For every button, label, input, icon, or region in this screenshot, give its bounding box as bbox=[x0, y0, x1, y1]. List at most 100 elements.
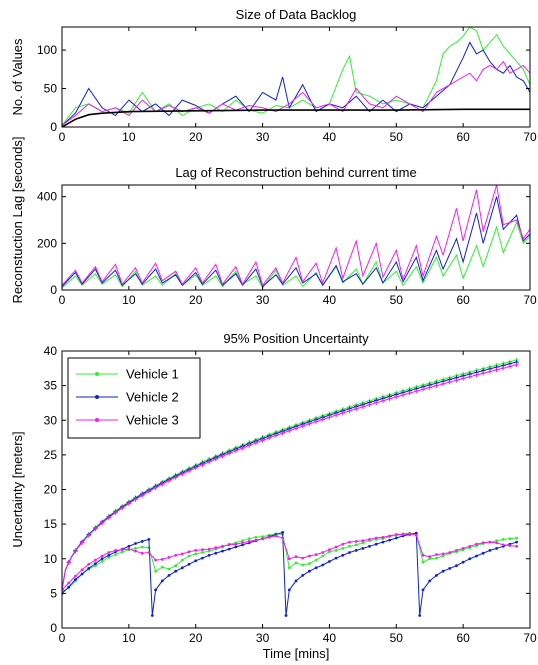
y-tick-label: 0 bbox=[50, 621, 57, 635]
legend-marker bbox=[95, 395, 99, 399]
series-point-vehicle3 bbox=[341, 542, 345, 546]
y-tick-label: 50 bbox=[44, 82, 58, 96]
series-point-vehicle1 bbox=[154, 569, 158, 573]
series-point-vehicle2 bbox=[488, 549, 492, 552]
series-line-vehicle1 bbox=[62, 220, 530, 289]
series-point-vehicle2 bbox=[94, 562, 97, 565]
series-point-vehicle1 bbox=[187, 554, 191, 558]
series-point-vehicle2 bbox=[221, 549, 224, 553]
upper-marker-vehicle3 bbox=[280, 430, 285, 436]
series-point-vehicle3 bbox=[408, 532, 412, 536]
series-point-vehicle3 bbox=[328, 548, 331, 552]
legend-marker bbox=[95, 418, 99, 422]
series-point-vehicle3 bbox=[247, 540, 251, 543]
y-tick-label: 200 bbox=[37, 236, 57, 250]
upper-marker-vehicle3 bbox=[360, 404, 366, 410]
series-point-vehicle2 bbox=[284, 614, 288, 617]
series-point-vehicle2 bbox=[301, 574, 305, 577]
upper-marker-vehicle3 bbox=[200, 462, 205, 468]
series-point-vehicle3 bbox=[495, 541, 498, 545]
series-point-vehicle1 bbox=[294, 561, 298, 565]
upper-marker-vehicle3 bbox=[173, 475, 178, 480]
upper-marker-vehicle3 bbox=[460, 376, 466, 381]
series-point-vehicle3 bbox=[194, 549, 198, 552]
upper-marker-vehicle3 bbox=[427, 385, 432, 390]
series-point-vehicle3 bbox=[254, 538, 258, 542]
series-point-vehicle1 bbox=[160, 565, 164, 569]
series-point-vehicle3 bbox=[515, 544, 518, 548]
series-point-vehicle1 bbox=[114, 553, 117, 556]
y-tick-label: 25 bbox=[44, 448, 58, 462]
series-point-vehicle1 bbox=[100, 560, 104, 563]
upper-marker-vehicle3 bbox=[400, 392, 406, 398]
series-point-vehicle1 bbox=[328, 550, 331, 554]
upper-marker-vehicle3 bbox=[106, 515, 111, 520]
y-tick-label: 15 bbox=[44, 517, 58, 531]
axes-frame bbox=[61, 184, 531, 291]
series-line-vehicle3 bbox=[62, 60, 530, 126]
legend: Vehicle 1 Vehicle 2 Vehicle 3 bbox=[67, 357, 201, 439]
series-point-vehicle3 bbox=[267, 535, 271, 539]
series-point-vehicle1 bbox=[421, 560, 425, 564]
series-point-vehicle3 bbox=[147, 551, 151, 554]
series-point-vehicle2 bbox=[421, 588, 425, 592]
series-point-vehicle3 bbox=[140, 551, 144, 555]
series-point-vehicle2 bbox=[461, 560, 465, 564]
x-tick-label: 40 bbox=[323, 631, 337, 645]
series-point-vehicle2 bbox=[394, 536, 398, 540]
series-point-vehicle3 bbox=[94, 558, 97, 562]
upper-marker-vehicle3 bbox=[233, 448, 239, 453]
series-point-vehicle2 bbox=[468, 557, 472, 561]
x-tick-label: 10 bbox=[122, 293, 136, 307]
upper-marker-vehicle3 bbox=[300, 423, 305, 429]
y-tick-label: 40 bbox=[44, 344, 58, 358]
series-point-vehicle2 bbox=[150, 614, 154, 617]
x-tick-label: 20 bbox=[189, 130, 203, 144]
x-tick-label: 20 bbox=[189, 293, 203, 307]
upper-marker-vehicle3 bbox=[320, 417, 325, 422]
upper-marker-vehicle3 bbox=[313, 419, 319, 424]
upper-marker-vehicle3 bbox=[186, 468, 192, 474]
series-point-vehicle3 bbox=[180, 552, 184, 556]
legend-marker bbox=[95, 372, 99, 376]
series-point-vehicle2 bbox=[80, 572, 84, 576]
series-line-vehicle2 bbox=[62, 41, 530, 126]
y-tick-label: 20 bbox=[44, 483, 58, 497]
series-point-vehicle3 bbox=[294, 555, 298, 559]
upper-marker-vehicle3 bbox=[66, 560, 71, 565]
upper-marker-vehicle3 bbox=[220, 454, 225, 459]
series-point-vehicle2 bbox=[448, 567, 452, 570]
series-point-vehicle3 bbox=[388, 534, 391, 538]
series-point-vehicle2 bbox=[481, 551, 485, 555]
upper-marker-vehicle3 bbox=[119, 505, 125, 511]
axes-frame bbox=[61, 26, 531, 128]
series-point-vehicle1 bbox=[174, 564, 178, 568]
y-tick-label: 10 bbox=[44, 552, 58, 566]
series-point-vehicle2 bbox=[368, 544, 371, 548]
x-tick-label: 50 bbox=[390, 130, 404, 144]
series-point-vehicle3 bbox=[381, 535, 385, 539]
series-point-vehicle2 bbox=[167, 574, 171, 577]
upper-marker-vehicle3 bbox=[447, 379, 452, 385]
series-point-vehicle3 bbox=[261, 537, 264, 541]
series-line-vehicle3 bbox=[62, 533, 517, 591]
series-point-vehicle3 bbox=[421, 553, 425, 557]
upper-marker-vehicle3 bbox=[247, 443, 252, 448]
series-point-vehicle3 bbox=[308, 554, 311, 558]
series-point-vehicle3 bbox=[174, 553, 178, 557]
x-tick-label: 10 bbox=[122, 130, 136, 144]
series-point-vehicle3 bbox=[281, 536, 284, 540]
y-tick-label: 35 bbox=[44, 379, 58, 393]
series-point-vehicle3 bbox=[274, 534, 278, 538]
series-point-vehicle1 bbox=[308, 562, 311, 565]
upper-marker-vehicle3 bbox=[62, 587, 65, 593]
series-point-vehicle3 bbox=[321, 551, 325, 554]
y-tick-label: 100 bbox=[37, 43, 57, 57]
upper-marker-vehicle3 bbox=[287, 428, 292, 433]
series-point-vehicle2 bbox=[334, 556, 338, 560]
series-point-vehicle1 bbox=[428, 557, 432, 561]
series-point-vehicle2 bbox=[314, 566, 318, 570]
y-tick-label: 0 bbox=[50, 120, 57, 134]
series-point-vehicle3 bbox=[374, 536, 378, 540]
